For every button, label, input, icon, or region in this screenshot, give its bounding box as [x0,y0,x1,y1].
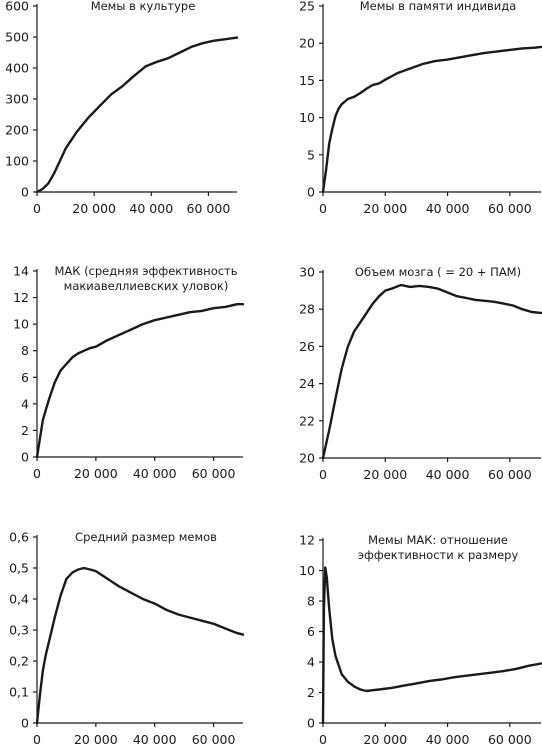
y-tick-label: 5 [307,147,315,162]
y-tick-label: 400 [5,61,29,76]
y-tick-label: 0 [21,185,29,200]
chart-panel-1: 0 100 200 300 400 500 600 0 20 000 40 000 60 000 Ме… [5,0,239,216]
series-line [321,566,542,725]
y-tick-label: 6 [307,624,315,639]
series-line [35,566,245,725]
y-tick-label: 2 [307,685,315,700]
x-tick-label: 60 000 [192,732,236,747]
chart-panel-2: 0 5 10 15 20 25 0 20 000 40 000 60 000 Мемы в памя… [299,0,542,216]
y-tick-label: 600 [5,0,29,14]
y-tick-label: 300 [5,92,29,107]
x-tick-label: 40 000 [426,201,470,216]
chart-title: Мемы в культуре [91,0,196,13]
chart-title: Мемы в памяти индивида [360,0,517,13]
y-tick-label: 12 [299,533,315,548]
series-line [35,36,239,194]
y-tick-label: 0,1 [9,685,29,700]
y-tick-label: 0 [307,716,315,731]
y-tick-label: 0 [21,450,29,465]
y-tick-label: 4 [307,655,315,670]
y-tick-label: 26 [299,339,315,354]
y-tick-label: 12 [13,290,29,305]
chart-title: эффективности к размеру [358,548,519,562]
x-tick-label: 20 000 [363,732,407,747]
y-tick-label: 10 [299,110,315,125]
x-tick-label: 60 000 [488,732,532,747]
x-tick-label: 60 000 [488,467,532,482]
y-tick-label: 0 [307,185,315,200]
x-tick-label: 60 000 [187,201,231,216]
chart-panel-3: 0 2 4 6 8 10 12 14 0 20 000 40 000 60 000 МАК (средн… [13,264,245,481]
y-tick-label: 8 [307,594,315,609]
chart-title: макиавеллиевских уловок) [64,279,229,293]
y-tick-label: 15 [299,73,315,88]
chart-panel-6: 0 2 4 6 8 10 12 0 20 000 40 000 60 000 Мемы МАК: от… [299,533,542,747]
x-tick-label: 0 [33,466,41,481]
y-tick-label: 24 [299,376,315,391]
chart-title: Объем мозга ( = 20 + ПАМ) [355,265,521,279]
y-tick-label: 0,5 [9,561,29,576]
chart-title: Мемы МАК: отношение [368,533,508,547]
y-tick-label: 500 [5,30,29,45]
y-tick-label: 20 [299,36,315,51]
series-line [321,283,542,460]
x-tick-label: 60 000 [192,466,236,481]
x-tick-label: 20 000 [72,201,116,216]
y-tick-label: 14 [13,264,29,279]
x-tick-label: 0 [33,732,41,747]
y-tick-label: 25 [299,0,315,14]
y-tick-label: 20 [299,451,315,466]
x-tick-label: 40 000 [129,201,173,216]
chart-panel-5: 0 0,1 0,2 0,3 0,4 0,5 0,6 0 20 000 40 000 60 000 Ср… [9,530,245,747]
x-tick-label: 0 [33,201,41,216]
y-tick-label: 6 [21,370,29,385]
y-tick-label: 100 [5,154,29,169]
x-tick-label: 20 000 [74,466,118,481]
y-tick-label: 4 [21,396,29,411]
y-tick-label: 10 [299,563,315,578]
x-tick-label: 40 000 [133,732,177,747]
x-tick-label: 20 000 [363,201,407,216]
x-tick-label: 40 000 [426,732,470,747]
x-tick-label: 40 000 [426,467,470,482]
y-tick-label: 2 [21,423,29,438]
y-tick-label: 0,6 [9,530,29,545]
series-line [321,45,542,194]
y-tick-label: 10 [13,317,29,332]
series-line [35,303,245,459]
chart-title: Средний размер мемов [75,530,217,544]
y-tick-label: 200 [5,123,29,138]
y-tick-label: 8 [21,343,29,358]
x-tick-label: 20 000 [74,732,118,747]
y-tick-label: 0,2 [9,654,29,669]
x-tick-label: 0 [319,732,327,747]
y-tick-label: 0 [21,716,29,731]
x-tick-label: 40 000 [133,466,177,481]
y-tick-label: 28 [299,302,315,317]
x-tick-label: 0 [319,467,327,482]
y-tick-label: 22 [299,413,315,428]
y-tick-label: 30 [299,265,315,280]
y-tick-label: 0,4 [9,592,29,607]
x-tick-label: 20 000 [363,467,407,482]
chart-title: МАК (средняя эффективность [54,264,237,278]
x-tick-label: 60 000 [488,201,532,216]
x-tick-label: 0 [319,201,327,216]
chart-panel-4: 20 22 24 26 28 30 0 20 000 40 000 60 000 Объем моз… [299,265,542,482]
y-tick-label: 0,3 [9,623,29,638]
